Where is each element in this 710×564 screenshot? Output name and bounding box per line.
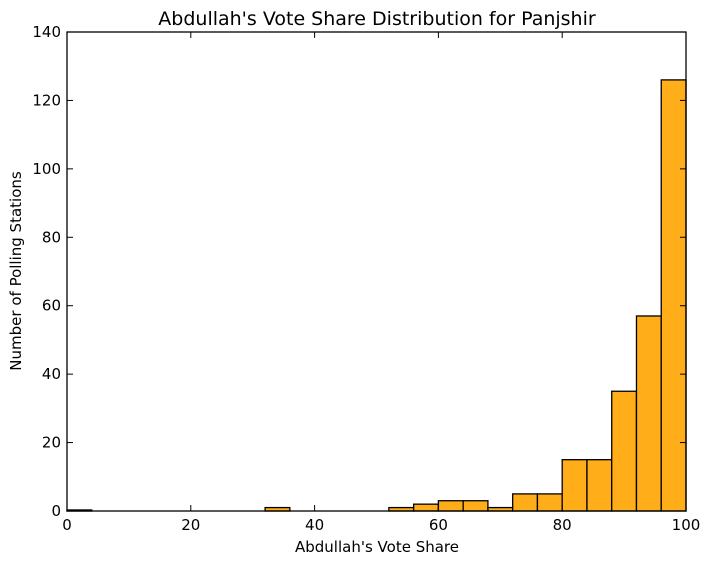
- histogram-bar-11: [611, 390, 638, 512]
- y-tick-label-5: 100: [32, 160, 61, 178]
- x-axis-ticks: 0 20 40 60 80 100: [62, 32, 700, 534]
- histogram-bar-8: [536, 493, 563, 512]
- x-axis-label: Abdullah's Vote Share: [295, 538, 459, 556]
- y-tick-label-2: 40: [42, 365, 61, 383]
- x-tick-label-2: 40: [305, 516, 324, 534]
- x-tick-label-0: 0: [62, 516, 72, 534]
- histogram-bar-9: [561, 459, 588, 512]
- y-axis-ticks: 0 20 40 60 80 100 120 140: [32, 23, 686, 520]
- plot-frame: [66, 31, 687, 512]
- histogram-bar-12: [635, 315, 662, 512]
- y-tick-label-4: 80: [42, 228, 61, 246]
- y-axis-label: Number of Polling Stations: [7, 171, 25, 371]
- x-tick-label-1: 20: [181, 516, 200, 534]
- histogram-bar-3: [412, 503, 440, 512]
- y-tick-label-7: 140: [32, 23, 61, 41]
- histogram-bar-10: [586, 459, 613, 512]
- histogram-bar-7: [512, 493, 539, 512]
- histogram-bar-5: [462, 500, 489, 512]
- chart-title: Abdullah's Vote Share Distribution for P…: [158, 8, 596, 30]
- histogram-bar-13: [660, 79, 687, 512]
- bars-group: [66, 79, 687, 512]
- x-tick-label-5: 100: [672, 516, 701, 534]
- y-tick-label-6: 120: [32, 91, 61, 109]
- histogram-bar-4: [437, 500, 464, 512]
- y-tick-label-0: 0: [51, 502, 61, 520]
- y-tick-label-3: 60: [42, 297, 61, 315]
- x-tick-label-3: 60: [429, 516, 448, 534]
- y-tick-label-1: 20: [42, 434, 61, 452]
- x-tick-label-4: 80: [553, 516, 572, 534]
